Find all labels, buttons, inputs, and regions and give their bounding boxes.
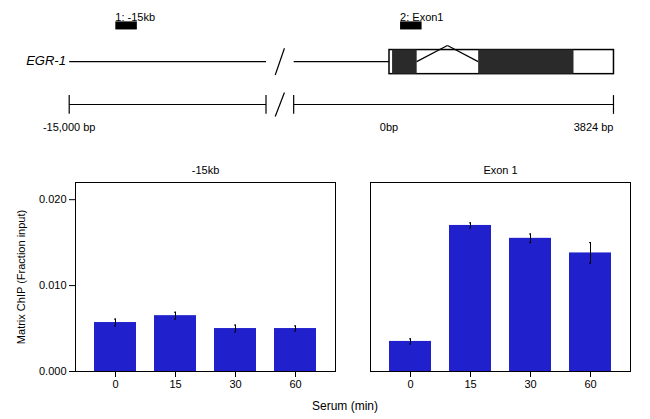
svg-text:0.000: 0.000 xyxy=(39,365,67,377)
svg-text:0: 0 xyxy=(112,378,118,390)
svg-text:-15,000 bp: -15,000 bp xyxy=(43,121,96,133)
svg-text:0.010: 0.010 xyxy=(39,279,67,291)
svg-text:0bp: 0bp xyxy=(380,121,398,133)
svg-text:-15kb: -15kb xyxy=(192,164,220,176)
svg-text:60: 60 xyxy=(584,378,596,390)
svg-text:2: Exon1: 2: Exon1 xyxy=(400,11,443,23)
svg-text:30: 30 xyxy=(229,378,241,390)
svg-text:3824 bp: 3824 bp xyxy=(574,121,614,133)
svg-text:1: -15kb: 1: -15kb xyxy=(115,11,155,23)
svg-text:Matrix ChIP (Fraction input): Matrix ChIP (Fraction input) xyxy=(15,210,27,344)
svg-text:15: 15 xyxy=(169,378,181,390)
html-text:Serum (min): Serum (min) xyxy=(312,399,378,413)
svg-text:0: 0 xyxy=(407,378,413,390)
svg-text:15: 15 xyxy=(464,378,476,390)
svg-text:30: 30 xyxy=(524,378,536,390)
svg-text:0.020: 0.020 xyxy=(39,193,67,205)
svg-text:60: 60 xyxy=(289,378,301,390)
svg-text:Exon 1: Exon 1 xyxy=(483,164,517,176)
svg-text:EGR-1: EGR-1 xyxy=(26,53,66,68)
